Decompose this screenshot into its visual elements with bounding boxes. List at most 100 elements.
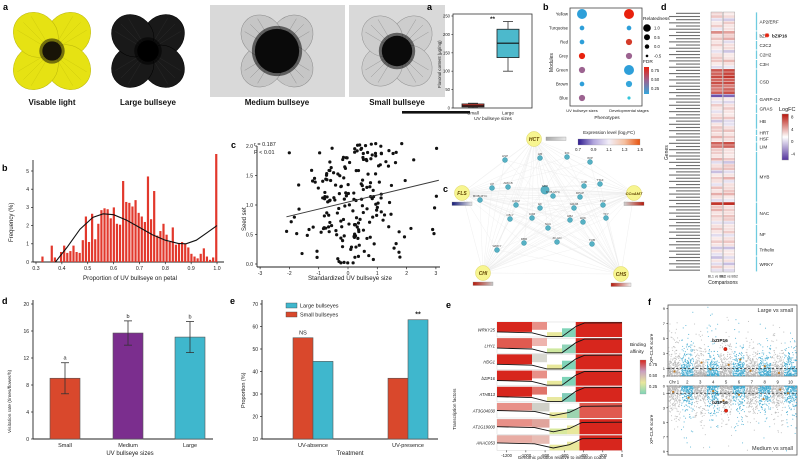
svg-text:100: 100 [443,69,451,74]
svg-text:0: 0 [347,271,350,277]
seedset-scatter: 0.0 0.5 1.0 1.5 2.0 -3 -2 -1 0 1 2 3 [246,142,440,277]
hub-CCoAMT [626,185,642,201]
svg-text:UP: UP [490,182,494,186]
svg-text:8: 8 [26,383,29,389]
hub-CHS [613,266,629,282]
svg-text:EF: EF [538,202,542,206]
svg-text:UV bullseye sizes: UV bullseye sizes [566,108,598,113]
svg-text:HRT: HRT [760,130,770,135]
svg-text:16: 16 [23,329,29,335]
svg-text:5: 5 [26,169,29,175]
svg-text:0.75: 0.75 [649,362,658,367]
svg-text:30: 30 [252,392,258,398]
svg-text:IDF: IDF [565,151,570,155]
svg-text:MYB: MYB [760,175,770,180]
svg-text:Small: Small [467,111,479,116]
xpclr-frame-1 [667,385,798,456]
svg-text:0: 0 [26,260,29,266]
highlight-1 [724,408,728,413]
svg-text:0.7: 0.7 [575,147,581,152]
dot-Yellow-1 [624,9,634,19]
xpclr-top-highlight-label: bZIP16 [712,339,728,344]
svg-text:UV-absence: UV-absence [298,443,328,449]
svg-text:MYB-MYC: MYB-MYC [546,190,561,194]
svg-text:Trihelix: Trihelix [760,248,775,253]
svg-text:MOB-MYC: MOB-MYC [473,194,488,198]
flower-photo-0 [13,12,91,90]
svg-text:0.25: 0.25 [651,86,660,91]
svg-text:C3H: C3H [760,62,769,67]
svg-text:-1000: -1000 [520,453,531,458]
svg-text:CCoAMT: CCoAMT [626,191,643,196]
panel-letter-d-visitation: d [2,296,8,306]
svg-text:AP2/ERF: AP2/ERF [760,19,779,24]
svg-text:7: 7 [663,321,666,326]
dot-Red-0 [579,39,585,45]
svg-text:-2: -2 [287,271,292,277]
heatmap-colorbar-title: LogFC [779,107,796,113]
hub-CHI [475,265,491,281]
svg-text:1: 1 [376,271,379,277]
proportion-bar: 10 20 30 40 50 60 70 UV-absence UV-presence NS ** L… [252,300,438,449]
svg-text:**: ** [415,311,421,318]
svg-text:a: a [63,356,67,362]
svg-text:NAC: NAC [545,222,552,226]
svg-text:20: 20 [252,414,258,420]
tf-binding: WRKY25 LHY1 HDG1 bZIP16 ATHB13 AT3G04030 AT1G1… [472,321,658,458]
svg-text:0: 0 [448,106,451,111]
svg-text:1.5: 1.5 [637,147,643,152]
svg-text:Grey: Grey [559,54,569,59]
tf-xlabel: Genomic position relative to initiation … [517,455,607,460]
svg-text:12: 12 [23,356,29,362]
svg-text:40: 40 [252,369,258,375]
caption-small-bullseye: Small bullseye [369,98,425,107]
svg-text:60: 60 [252,324,258,330]
svg-text:AT1G19000: AT1G19000 [472,425,496,430]
svg-text:GRAB: GRAB [570,202,579,206]
svg-text:bZIP16: bZIP16 [481,376,495,381]
panel-letter-e-tf: e [446,300,452,310]
svg-text:Green: Green [556,68,569,73]
svg-text:HQF: HQF [580,216,587,220]
svg-text:CHI: CHI [479,271,488,277]
svg-text:Red: Red [560,40,568,45]
svg-text:70: 70 [252,302,258,308]
dot-Blue-1 [627,96,631,100]
svg-text:9: 9 [663,306,666,311]
dot-Red-1 [625,38,633,46]
svg-text:0.4: 0.4 [58,266,65,272]
highlight-0 [723,347,728,351]
svg-text:50: 50 [252,347,258,353]
svg-text:0.75: 0.75 [651,68,660,73]
svg-text:Small: Small [58,443,72,449]
svg-text:0: 0 [26,437,29,443]
svg-text:BL1 vs BS1: BL1 vs BS1 [708,275,726,279]
xpclr-top-ylabel: XP-CLR score [649,333,654,363]
svg-text:HB2: HB2 [567,214,573,218]
scatter-annotation-r: r = 0.187 [254,142,276,148]
svg-text:UV-presence: UV-presence [392,443,424,449]
bar-Large [174,336,206,440]
svg-text:1.5: 1.5 [246,173,253,179]
scatter-xlabel: Standardized UV bullseye size [308,275,392,282]
svg-text:bZIP16: bZIP16 [772,33,788,38]
bzip16-marker [764,33,770,38]
svg-text:AT3G04030: AT3G04030 [472,408,496,413]
svg-text:20: 20 [23,302,29,308]
svg-text:bZIP: bZIP [542,184,548,188]
dot-Blue-0 [578,94,586,102]
svg-text:Blue: Blue [559,96,568,101]
svg-text:Large bullseyes: Large bullseyes [300,304,339,310]
svg-text:CSD: CSD [760,80,770,85]
svg-text:Developmental stages: Developmental stages [609,108,649,113]
svg-text:0: 0 [663,374,666,379]
svg-text:b: b [188,315,191,321]
proportion-ylabel: Proportion (%) [241,372,247,408]
visitation-xlabel: UV bullseye sizes [106,451,154,457]
svg-text:0.25: 0.25 [649,384,658,389]
svg-text:150: 150 [443,50,451,55]
histogram-ylabel: Frequency (%) [9,202,15,242]
svg-text:3: 3 [26,205,29,211]
svg-text:0.3: 0.3 [32,266,39,272]
